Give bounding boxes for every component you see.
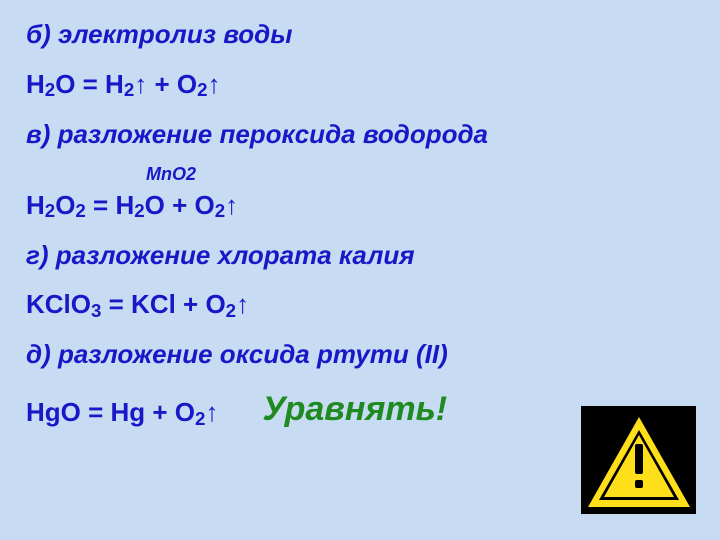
equation-water-electrolysis: H2O = H2↑ + O2↑ xyxy=(26,70,694,100)
equation-potassium-chlorate: KClO3 = KCl + O2↑ xyxy=(26,290,694,320)
formula-text: H xyxy=(26,69,45,99)
formula-text: ↑ xyxy=(205,397,218,427)
subscript: 2 xyxy=(45,200,55,221)
formula-text: ↑ + O xyxy=(134,69,197,99)
warning-icon xyxy=(581,406,696,514)
subscript: 2 xyxy=(75,200,85,221)
balance-callout: Уравнять! xyxy=(262,390,447,428)
equation-hydrogen-peroxide: H2O2 = H2O + O2↑ xyxy=(26,191,694,221)
formula-text: ↑ xyxy=(225,190,238,220)
formula-text: O = H xyxy=(55,69,124,99)
formula-text: KClO xyxy=(26,289,91,319)
section-g-title: г) разложение хлората калия xyxy=(26,241,694,271)
subscript: 2 xyxy=(124,79,134,100)
subscript: 2 xyxy=(134,200,144,221)
formula-text: O + O xyxy=(145,190,215,220)
subscript: 2 xyxy=(197,79,207,100)
exclamation-bar xyxy=(635,444,643,474)
formula-text: ↑ xyxy=(208,69,221,99)
section-b-title: б) электролиз воды xyxy=(26,20,694,50)
slide-body: б) электролиз воды H2O = H2↑ + O2↑ в) ра… xyxy=(0,0,720,429)
subscript: 3 xyxy=(91,300,101,321)
subscript: 2 xyxy=(226,300,236,321)
formula-text: H xyxy=(26,190,45,220)
formula-text: = H xyxy=(86,190,134,220)
formula-text: HgO = Hg + O xyxy=(26,397,195,427)
section-c-title: в) разложение пероксида водорода xyxy=(26,120,694,150)
catalyst-label: MnO2 xyxy=(146,164,694,185)
section-d-title: д) разложение оксида ртути (II) xyxy=(26,340,694,370)
subscript: 2 xyxy=(215,200,225,221)
formula-text: ↑ xyxy=(236,289,249,319)
formula-text: O xyxy=(55,190,75,220)
subscript: 2 xyxy=(45,79,55,100)
exclamation-dot xyxy=(635,480,643,488)
subscript: 2 xyxy=(195,408,205,429)
formula-text: = KCl + O xyxy=(101,289,225,319)
